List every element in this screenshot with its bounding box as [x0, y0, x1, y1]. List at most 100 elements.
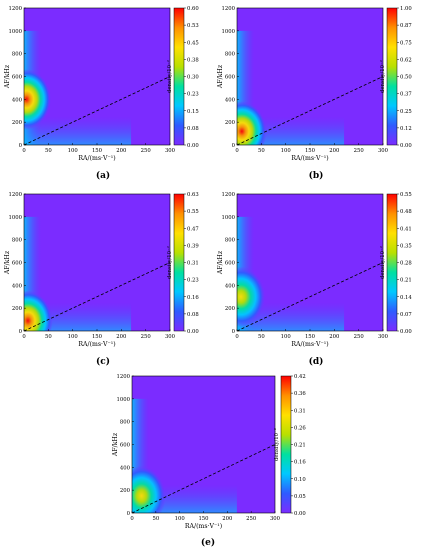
- colorbar: [386, 7, 398, 146]
- x-tick-label: 50: [45, 148, 52, 154]
- y-tick-label: 600: [12, 261, 23, 267]
- colorbar-tick-label: 0.53: [187, 23, 199, 29]
- colorbar-tick-label: 0.45: [187, 40, 199, 46]
- colorbar-tick-label: 0.62: [400, 57, 412, 63]
- colorbar-tick-label: 0.87: [400, 23, 412, 29]
- colorbar-tick-label: 0.37: [400, 92, 412, 98]
- colorbar-tick-label: 0.38: [187, 57, 199, 63]
- colorbar-tick-label: 0.10: [294, 477, 306, 483]
- y-tick-label: 400: [12, 283, 23, 289]
- y-tick-label: 1000: [9, 29, 23, 35]
- y-tick-label: 1200: [222, 192, 236, 198]
- y-tick-label: 800: [225, 238, 236, 244]
- colorbar-tick-label: 0.26: [294, 425, 306, 431]
- colorbar: [280, 375, 292, 514]
- x-tick-label: 100: [281, 148, 292, 154]
- colorbar-label: density/10⁻²: [380, 60, 386, 93]
- x-tick-label: 250: [246, 516, 257, 522]
- plot-area: [237, 194, 383, 331]
- colorbar-tick-label: 0.07: [400, 312, 412, 318]
- y-axis-label: AF/kHz: [217, 64, 224, 89]
- panel-c: 0 50 100 150 200 250 300 0 200 400 600 800 1000 1200 R…: [4, 192, 199, 367]
- x-tick-label: 250: [354, 148, 365, 154]
- colorbar-tick-label: 0.55: [187, 209, 199, 215]
- y-tick-label: 800: [120, 420, 131, 426]
- x-tick-label: 150: [92, 334, 103, 340]
- y-tick-label: 400: [225, 283, 236, 289]
- y-tick-label: 0: [232, 329, 236, 335]
- panel-caption: (d): [309, 356, 324, 367]
- panel-caption: (b): [309, 170, 324, 181]
- colorbar-tick-label: 0.21: [400, 278, 412, 284]
- x-tick-label: 300: [165, 148, 176, 154]
- x-tick-label: 100: [175, 516, 186, 522]
- colorbar-tick-label: 0.31: [294, 408, 306, 414]
- y-tick-label: 800: [12, 52, 23, 58]
- panel-e: 0 50 100 150 200 250 300 0 200 400 600 800 1000 1200 R…: [112, 374, 306, 548]
- colorbar-tick-label: 0.16: [187, 295, 199, 301]
- colorbar-tick-label: 0.00: [187, 143, 199, 149]
- colorbar-tick-label: 0.00: [187, 329, 199, 335]
- x-tick-label: 150: [198, 516, 209, 522]
- colorbar-tick-label: 0.15: [187, 109, 199, 115]
- colorbar-tick-label: 0.12: [400, 126, 412, 132]
- colorbar-tick-label: 1.00: [400, 6, 412, 12]
- x-tick-label: 150: [305, 148, 316, 154]
- colorbar-tick-label: 0.75: [400, 40, 412, 46]
- density-hotspot: [24, 69, 52, 130]
- colorbar-label: density/10⁻²: [274, 428, 280, 461]
- x-tick-label: 300: [270, 516, 281, 522]
- colorbar-tick-label: 0.60: [187, 6, 199, 12]
- x-tick-label: 50: [258, 148, 265, 154]
- x-tick-label: 200: [222, 516, 233, 522]
- x-tick-label: 150: [92, 148, 103, 154]
- y-tick-label: 800: [12, 238, 23, 244]
- x-tick-label: 0: [235, 148, 239, 154]
- density-hotspot: [237, 266, 266, 327]
- y-tick-label: 400: [225, 97, 236, 103]
- x-tick-label: 200: [329, 334, 340, 340]
- colorbar-tick-label: 0.23: [187, 278, 199, 284]
- y-tick-label: 600: [225, 75, 236, 81]
- y-tick-label: 1200: [9, 6, 23, 12]
- plot-area: [24, 194, 170, 331]
- colorbar-tick-label: 0.00: [400, 329, 412, 335]
- y-tick-label: 0: [19, 143, 23, 149]
- x-axis-label: RA/(ms·V⁻¹): [78, 341, 115, 348]
- x-axis-label: RA/(ms·V⁻¹): [291, 341, 328, 348]
- colorbar-label: density/10⁻²: [380, 246, 386, 279]
- dashed-divider-line: [24, 76, 170, 145]
- y-tick-label: 400: [120, 465, 131, 471]
- x-tick-label: 50: [152, 516, 159, 522]
- colorbar-tick-label: 0.00: [400, 143, 412, 149]
- colorbar-tick-label: 0.05: [294, 494, 306, 500]
- x-tick-label: 100: [68, 334, 79, 340]
- panel-caption: (a): [96, 170, 110, 181]
- colorbar-tick-label: 0.55: [400, 192, 412, 198]
- x-tick-label: 0: [22, 148, 26, 154]
- y-tick-label: 800: [225, 52, 236, 58]
- x-tick-label: 250: [141, 148, 152, 154]
- plot-area: [237, 8, 383, 145]
- x-tick-label: 50: [258, 334, 265, 340]
- x-axis-label: RA/(ms·V⁻¹): [291, 155, 328, 162]
- colorbar-tick-label: 0.47: [187, 226, 199, 232]
- y-tick-label: 0: [19, 329, 23, 335]
- colorbar-tick-label: 0.25: [400, 109, 412, 115]
- x-tick-label: 100: [281, 334, 292, 340]
- x-tick-label: 100: [68, 148, 79, 154]
- y-axis-label: AF/kHz: [4, 64, 11, 89]
- colorbar-tick-label: 0.21: [294, 443, 306, 449]
- colorbar-tick-label: 0.23: [187, 92, 199, 98]
- x-axis-label: RA/(ms·V⁻¹): [185, 523, 222, 530]
- panel-caption: (e): [201, 537, 215, 548]
- x-tick-label: 300: [378, 334, 389, 340]
- x-tick-label: 0: [235, 334, 239, 340]
- y-tick-label: 1000: [9, 215, 23, 221]
- colorbar-tick-label: 0.63: [187, 192, 199, 198]
- y-tick-label: 600: [12, 75, 23, 81]
- x-tick-label: 200: [329, 148, 340, 154]
- colorbar-tick-label: 0.36: [294, 391, 306, 397]
- x-tick-label: 200: [116, 334, 127, 340]
- y-tick-label: 1000: [222, 29, 236, 35]
